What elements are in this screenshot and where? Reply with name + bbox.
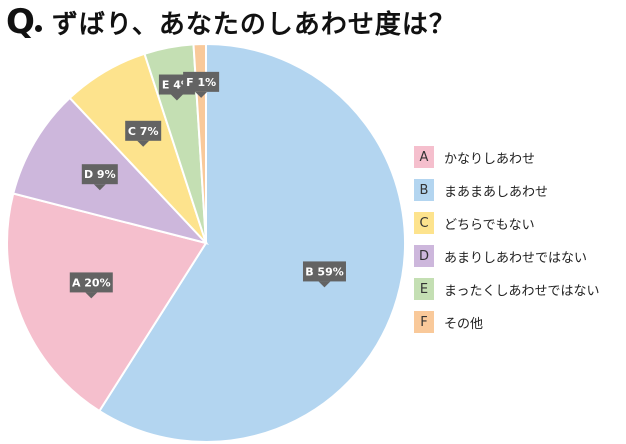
callout-pointer: [170, 94, 183, 101]
callout-pointer: [137, 140, 150, 147]
slice-b: [97, 42, 406, 443]
callout-c: C 7%: [125, 120, 162, 147]
legend-item-a: A かなりしあわせ: [414, 146, 599, 168]
legend-label: まったくしあわせではない: [444, 283, 600, 299]
legend-swatch: C: [414, 212, 434, 234]
callout-box: [302, 261, 346, 282]
q-mark-icon: Q: [6, 2, 35, 42]
callout-box: [183, 71, 220, 92]
legend-item-e: E まったくしあわせではない: [414, 278, 599, 300]
callout-box: [81, 164, 118, 185]
callout-box: [125, 120, 162, 141]
callout-d: D 9%: [81, 164, 118, 191]
data-label: B 59%: [305, 265, 344, 278]
legend-swatch: F: [414, 311, 434, 333]
title-row: Q ずばり、あなたのしあわせ度は？: [6, 2, 456, 42]
data-label: C 7%: [128, 125, 159, 138]
callout-f: F 1%: [183, 71, 220, 98]
data-label: D 9%: [84, 168, 116, 181]
callout-pointer: [195, 91, 208, 98]
legend-item-c: C どちらでもない: [414, 212, 599, 234]
legend-item-d: D あまりしあわせではない: [414, 245, 599, 267]
callout-a: A 20%: [69, 272, 113, 299]
legend-swatch: A: [414, 146, 434, 168]
legend-label: あまりしあわせではない: [444, 250, 588, 266]
data-label: F 1%: [186, 76, 216, 89]
page-title: ずばり、あなたのしあわせ度は？: [51, 9, 456, 40]
legend-label: どちらでもない: [444, 217, 535, 233]
legend-item-b: B まあまあしあわせ: [414, 179, 599, 201]
slice-a: [6, 192, 208, 413]
data-label: A 20%: [72, 276, 111, 289]
q-dot-icon: [34, 25, 42, 32]
legend-swatch: E: [414, 278, 434, 300]
legend-swatch: D: [414, 245, 434, 267]
legend-label: かなりしあわせ: [444, 151, 536, 167]
legend-label: その他: [444, 316, 484, 332]
callout-pointer: [318, 281, 331, 288]
callout-b: B 59%: [302, 261, 346, 288]
callout-pointer: [93, 184, 106, 191]
pie-slices: [6, 42, 406, 443]
legend: A かなりしあわせ B まあまあしあわせ C どちらでもない D あまりしあわせではない E まっ…: [414, 146, 599, 344]
callout-box: [69, 272, 113, 293]
legend-item-f: F その他: [414, 311, 599, 333]
callout-pointer: [85, 292, 98, 299]
pie-callouts: B 59%A 20%D 9%C 7%E 4%F 1%: [69, 71, 346, 299]
legend-swatch: B: [414, 179, 434, 201]
legend-label: まあまあしあわせ: [444, 184, 549, 200]
